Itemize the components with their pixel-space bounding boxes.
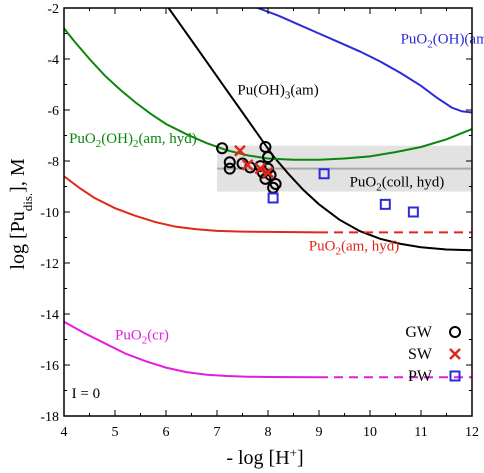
x-axis-label: - log [H+] <box>226 445 303 470</box>
series-label-puoh3_am-part-2: (am) <box>290 83 318 99</box>
x-tick-label-0: 4 <box>61 425 68 440</box>
x-tick-label-8: 12 <box>465 425 479 440</box>
legend: GW SW PW <box>405 324 461 385</box>
colloid-band-label-part-2: (coll, hyd) <box>382 175 444 191</box>
y-tick-label-2: -14 <box>40 308 59 323</box>
series-labels: PuO2(OH)(am)Pu(OH)3(am)PuO2(OH)2(am, hyd… <box>69 32 484 402</box>
series-line-puoh3_am <box>167 8 472 252</box>
series-line-puo2oh_am <box>257 8 472 114</box>
series-line-puo2_cr <box>64 320 320 379</box>
marker-gw-0 <box>216 142 229 155</box>
series-label-puo2oh_am-part-0: PuO <box>401 32 428 48</box>
legend-marker-pw <box>449 370 461 382</box>
series-label-puo2_am_hyd-part-1: 2 <box>335 245 341 257</box>
legend-label-pw: PW <box>408 368 433 385</box>
marker-sw-1 <box>241 158 254 171</box>
x-tick-label-6: 10 <box>363 425 377 440</box>
marker-sw-2 <box>254 162 267 175</box>
series-label-puo2oh2_am_hyd-part-4: (am, hyd) <box>138 131 196 147</box>
ionic-strength-annotation: I = 0 <box>72 386 100 402</box>
x-tick-label-1: 5 <box>112 425 119 440</box>
axes: 4 5 6 7 8 9 10 11 12 -18 -16 -14 -12 -10 -8 -6 -4 -2 <box>40 2 479 440</box>
series-label-puo2_am_hyd-part-0: PuO <box>309 238 336 254</box>
series-label-puo2oh2_am_hyd-part-2: (OH) <box>101 131 133 147</box>
x-tick-label-5: 9 <box>316 425 323 440</box>
series-line-puo2_am_hyd <box>64 175 320 234</box>
marker-gw-1 <box>223 156 236 169</box>
marker-pw-2 <box>379 198 391 210</box>
series-label-puo2_cr-part-0: PuO <box>115 328 142 344</box>
series-label-puo2oh2_am_hyd-part-3: 2 <box>133 138 139 150</box>
marker-sw-0 <box>234 144 246 157</box>
x-tick-label-2: 6 <box>163 425 170 440</box>
series-label-puoh3_am: Pu(OH)3(am) <box>237 83 318 102</box>
series-label-puo2_cr: PuO2(cr) <box>115 328 169 347</box>
marker-pw-0 <box>267 192 279 204</box>
colloid-band-label: PuO2(coll, hyd) <box>350 175 445 194</box>
y-tick-label-8: -2 <box>47 2 59 17</box>
series-label-puo2_am_hyd-part-2: (am, hyd) <box>341 238 399 254</box>
x-tick-label-4: 8 <box>265 425 272 440</box>
y-axis-label: log [Pudis.], M <box>7 158 35 269</box>
series-label-puo2oh_am-part-2: (OH)(am) <box>433 32 484 48</box>
series-label-puo2oh_am: PuO2(OH)(am) <box>401 32 484 51</box>
x-tick-label-3: 7 <box>214 425 221 440</box>
series-label-puoh3_am-part-0: Pu(OH) <box>237 83 285 99</box>
series-label-puoh3_am-part-1: 3 <box>285 90 291 102</box>
y-tick-label-0: -18 <box>40 410 59 425</box>
y-tick-label-7: -4 <box>47 53 59 68</box>
marker-gw-13 <box>269 177 282 190</box>
y-tick-label-4: -10 <box>40 206 59 221</box>
marker-gw-2 <box>223 162 236 175</box>
series-label-puo2_cr-part-2: (cr) <box>147 328 169 344</box>
y-tick-label-3: -12 <box>40 257 59 272</box>
series-label-puo2_cr-part-1: 2 <box>142 335 148 347</box>
series-label-puo2_am_hyd: PuO2(am, hyd) <box>309 238 400 257</box>
y-tick-label-1: -16 <box>40 359 59 374</box>
legend-marker-gw <box>449 326 461 338</box>
marker-gw-5 <box>254 160 267 173</box>
marker-gw-8 <box>262 151 274 164</box>
legend-marker-sw <box>449 348 461 360</box>
marker-pw-3 <box>407 206 419 218</box>
series-label-puo2oh2_am_hyd-part-0: PuO <box>69 131 96 147</box>
scatter-markers <box>216 140 419 218</box>
x-tick-label-7: 11 <box>414 425 427 440</box>
colloid-band-label-part-0: PuO <box>350 175 377 191</box>
marker-pw-1 <box>318 168 330 180</box>
marker-sw-3 <box>262 166 274 179</box>
legend-label-gw: GW <box>405 324 433 341</box>
legend-label-sw: SW <box>408 346 433 363</box>
y-tick-label-5: -8 <box>47 155 59 170</box>
series-label-puo2oh_am-part-1: 2 <box>427 39 433 51</box>
series-label-puo2oh2_am_hyd: PuO2(OH)2(am, hyd) <box>69 131 197 150</box>
series-label-puo2oh2_am_hyd-part-1: 2 <box>96 138 102 150</box>
y-tick-label-6: -6 <box>47 104 59 119</box>
colloid-band-label-part-1: 2 <box>376 182 382 194</box>
